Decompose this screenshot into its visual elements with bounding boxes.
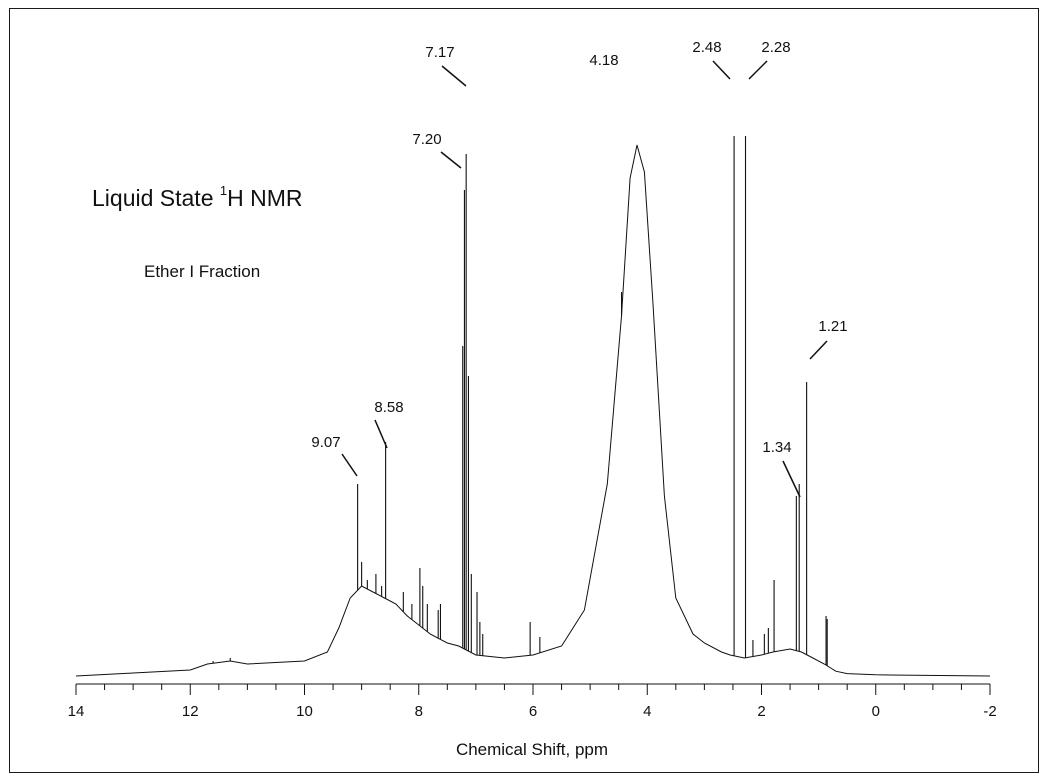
peak-leader-line [809,340,828,360]
x-tick-label: 12 [182,703,199,720]
title-main: Liquid State [92,185,220,211]
x-tick-label: 10 [296,703,313,720]
peak-leader-line [782,460,801,498]
svg-text:Liquid State 1H NMR: Liquid State 1H NMR [92,183,303,211]
chart-title: Liquid State 1H NMR [92,183,303,211]
x-tick-label: 6 [529,703,537,720]
peak-label: 9.07 [311,434,340,451]
peak-label: 7.17 [425,44,454,61]
peak-leader-line [440,151,462,169]
title-nucleus: H NMR [227,185,302,211]
title-superscript: 1 [220,183,227,198]
x-tick-label: -2 [983,703,996,720]
x-axis: 14 12 10 8 6 4 2 0 -2 [68,683,997,720]
x-axis-label: Chemical Shift, ppm [456,740,608,759]
peak-labels: 7.17 7.20 4.18 2.48 2.28 1.21 1.34 8.58 9.07 [311,39,848,498]
x-tick-label: 14 [68,703,85,720]
peak-label: 4.18 [589,52,618,69]
x-tick-label: 0 [872,703,880,720]
x-tick-label: 4 [643,703,651,720]
peak-leader-line [341,453,358,477]
peak-leader-line [712,60,731,80]
peak-label: 2.48 [692,39,721,56]
chart-subtitle: Ether I Fraction [144,262,260,281]
peak-leader-line [441,65,467,87]
peak-lines [212,136,828,666]
peak-label: 8.58 [374,399,403,416]
chart-frame [9,8,1039,773]
spectrum-trace [75,144,991,677]
x-axis-ticks: 14 12 10 8 6 4 2 0 -2 [68,684,997,720]
peak-label: 1.21 [818,318,847,335]
x-tick-label: 8 [415,703,423,720]
peak-leader-line [374,419,388,449]
peak-label: 7.20 [412,131,441,148]
peak-label: 2.28 [761,39,790,56]
x-tick-label: 2 [757,703,765,720]
peak-leader-line [748,60,768,80]
peak-label: 1.34 [762,439,791,456]
